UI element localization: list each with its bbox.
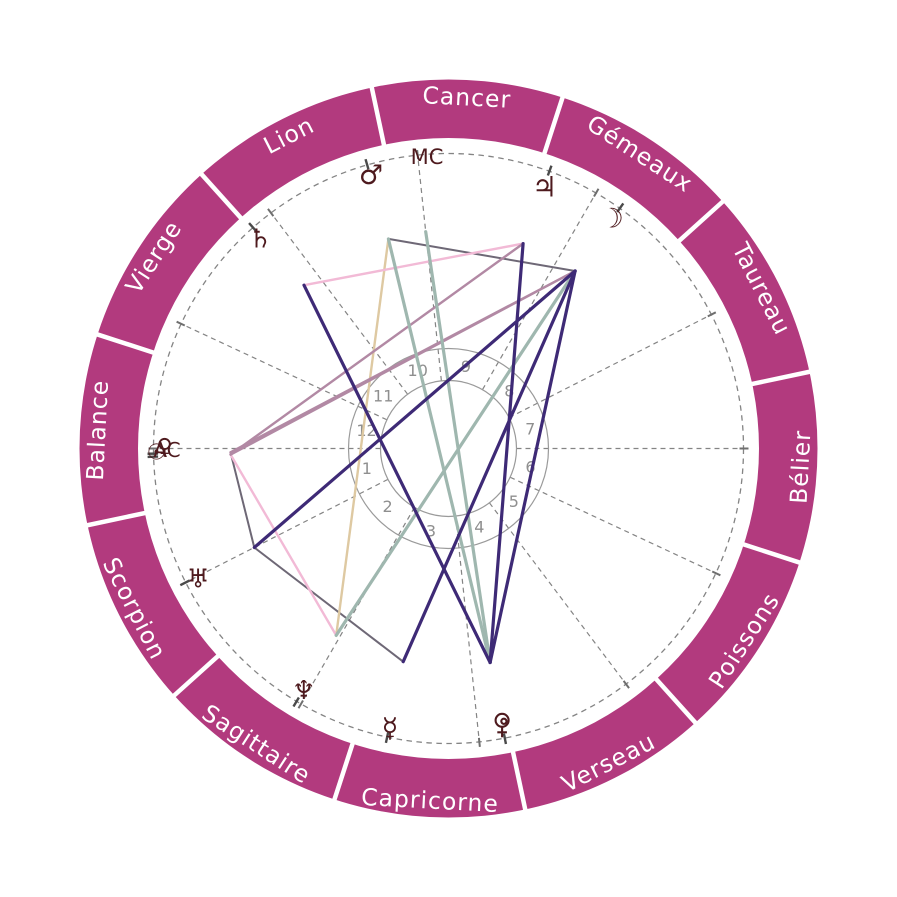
sign-separator (737, 540, 805, 567)
ac-label: AC (153, 438, 180, 462)
sign-label-belier: Bélier (785, 429, 817, 504)
house-ring-outer-circle (347, 347, 550, 550)
aspect-sun-uranus (229, 451, 256, 549)
venus-glyph: ♀ (157, 435, 173, 460)
sign-separator (82, 509, 151, 529)
aspect-moon-uranus (252, 269, 577, 550)
house-number-1: 1 (362, 459, 372, 478)
house-cusp-8 (508, 314, 712, 419)
sign-separator (746, 368, 815, 388)
mercury-glyph: ☿ (382, 713, 399, 744)
cusp-tick (707, 311, 717, 318)
planet-tick-saturn (248, 222, 257, 232)
neptune-glyph: ♆ (292, 676, 315, 706)
house-number-3: 3 (426, 521, 436, 540)
aspect-venus-jupiter (229, 242, 525, 456)
cusp-tick (416, 150, 420, 160)
pluto-inner-crescent (500, 717, 508, 725)
sign-label-cancer: Cancer (422, 81, 512, 114)
sign-separator (196, 169, 247, 224)
house-cusp-9 (481, 192, 597, 390)
cusp-tick (176, 320, 186, 327)
sign-separator (92, 330, 160, 357)
sign-separator (368, 82, 388, 151)
cusp-tick (593, 188, 600, 197)
house-cusp-4 (455, 516, 480, 742)
sign-separator (169, 650, 224, 701)
sign-separator (509, 746, 529, 815)
planet-tick-mars (364, 158, 370, 170)
aspect-saturn-pluto (302, 283, 492, 665)
house-number-5: 5 (509, 492, 519, 511)
planet-tick-mercury (384, 732, 390, 744)
house-number-4: 4 (474, 517, 484, 536)
house-cusp-3 (300, 507, 416, 705)
house-number-2: 2 (383, 497, 393, 516)
aspect-venus-neptune (229, 453, 338, 637)
aspect-moon-mercury (401, 269, 577, 664)
house-number-11: 11 (373, 386, 393, 405)
house-cusp-2 (185, 478, 389, 583)
planet-tick-uranus (179, 579, 191, 587)
planet-tick-pluto (502, 733, 508, 745)
planet-tick-moon (616, 202, 625, 213)
aspect-mars-pluto (386, 237, 492, 665)
house-cusp-12 (180, 323, 388, 421)
sign-label-capricorne: Capricorne (361, 783, 500, 818)
cusp-tick (622, 680, 630, 689)
house-number-7: 7 (525, 420, 535, 439)
planet-tick-neptune (292, 696, 300, 708)
sign-separator (673, 196, 728, 247)
jupiter-glyph: ♃ (532, 170, 557, 203)
moon-glyph: ☽ (600, 203, 624, 234)
aspect-uranus-mercury (253, 546, 405, 663)
aspect-moon-pluto (488, 269, 577, 665)
cusp-tick (297, 700, 304, 709)
house-number-6: 6 (525, 457, 535, 476)
mc-label: MC (411, 145, 444, 169)
saturn-glyph: ♄ (249, 224, 272, 254)
aspect-mars-moon (387, 237, 577, 272)
aspect-moon-neptune (334, 269, 577, 638)
aspect-jupiter-pluto (488, 242, 525, 665)
uranus-glyph: ♅ (186, 564, 209, 594)
house-cusp-11 (270, 212, 409, 395)
pluto-glyph (494, 712, 510, 738)
house-cusp-6 (509, 476, 717, 574)
cusp-tick (477, 737, 481, 747)
aspect-saturn-jupiter (302, 242, 525, 287)
cusp-tick (267, 208, 275, 217)
house-cusp-5 (488, 502, 627, 685)
sign-separator (330, 737, 357, 805)
sign-label-balance: Balance (81, 379, 114, 481)
sign-separator (540, 92, 567, 160)
sign-separator (650, 673, 701, 728)
planet-tick-jupiter (546, 165, 553, 176)
mars-glyph: ♂ (359, 160, 383, 191)
aspect-mars-neptune (335, 237, 390, 637)
cusp-tick (711, 570, 721, 577)
house-number-8: 8 (504, 381, 514, 400)
sun-glyph: ☉ (147, 440, 167, 465)
